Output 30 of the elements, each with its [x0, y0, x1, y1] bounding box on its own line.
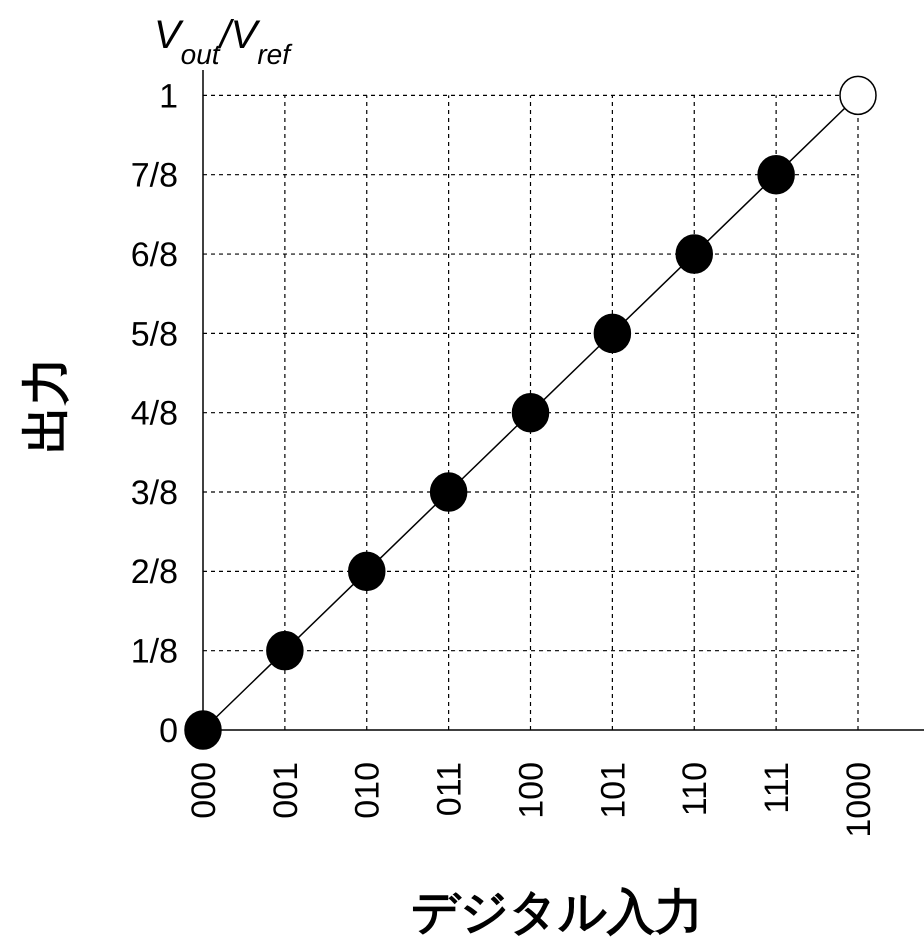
x-tick-label: 100: [512, 762, 550, 819]
x-tick-label: 001: [266, 762, 305, 819]
point: [266, 630, 304, 670]
x-tick-label: 101: [594, 762, 632, 819]
x-tick-label: 111: [758, 762, 796, 814]
x-tick-label: 010: [348, 762, 387, 819]
y-tick-label: 5/8: [130, 315, 178, 354]
point: [184, 710, 222, 750]
x-tick-label: 110: [676, 762, 714, 816]
y-tick-label: 1/8: [130, 632, 178, 671]
x-axis-title: デジタル入力: [411, 886, 703, 939]
x-tick-label: 000: [184, 762, 223, 819]
y-axis-title: 出力: [20, 357, 73, 453]
y-tick-label: 6/8: [130, 236, 178, 274]
x-tick-label: 011: [430, 762, 469, 816]
point: [757, 154, 795, 194]
y-tick-label: 1: [159, 77, 178, 116]
point: [512, 392, 550, 432]
y-tick-label: 4/8: [130, 394, 178, 433]
y-tick-label: 7/8: [130, 156, 178, 195]
point: [839, 76, 877, 116]
point: [594, 314, 632, 354]
point: [430, 472, 468, 512]
x-tick-label: 1000: [840, 762, 878, 838]
y-tick-label: 0: [159, 712, 178, 750]
y-tick-label: 3/8: [130, 474, 178, 512]
text: V$_{out}$/V$_{ref}$: [154, 13, 294, 70]
point: [676, 234, 713, 274]
point: [348, 552, 386, 592]
y-tick-label: 2/8: [130, 553, 178, 592]
